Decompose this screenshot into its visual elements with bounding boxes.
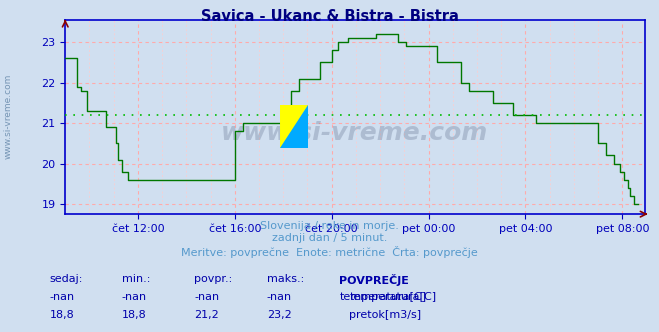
Text: -nan: -nan bbox=[122, 292, 147, 302]
Polygon shape bbox=[280, 105, 308, 148]
Text: Savica - Ukanc & Bistra - Bistra: Savica - Ukanc & Bistra - Bistra bbox=[200, 9, 459, 24]
Text: Meritve: povprečne  Enote: metrične  Črta: povprečje: Meritve: povprečne Enote: metrične Črta:… bbox=[181, 246, 478, 258]
Polygon shape bbox=[280, 105, 308, 148]
Text: 23,2: 23,2 bbox=[267, 310, 292, 320]
Text: sedaj:: sedaj: bbox=[49, 274, 83, 284]
Text: -nan: -nan bbox=[267, 292, 292, 302]
Text: POVPREČJE: POVPREČJE bbox=[339, 274, 409, 286]
Text: 18,8: 18,8 bbox=[49, 310, 74, 320]
Text: 21,2: 21,2 bbox=[194, 310, 219, 320]
Text: 18,8: 18,8 bbox=[122, 310, 147, 320]
Text: maks.:: maks.: bbox=[267, 274, 304, 284]
Text: www.si-vreme.com: www.si-vreme.com bbox=[3, 73, 13, 159]
Text: min.:: min.: bbox=[122, 274, 150, 284]
Text: pretok[m3/s]: pretok[m3/s] bbox=[349, 310, 421, 320]
Text: temperatura[C]: temperatura[C] bbox=[349, 292, 436, 302]
Text: -nan: -nan bbox=[194, 292, 219, 302]
Text: Slovenija / reke in morje.: Slovenija / reke in morje. bbox=[260, 221, 399, 231]
Text: povpr.:: povpr.: bbox=[194, 274, 233, 284]
Text: www.si-vreme.com: www.si-vreme.com bbox=[221, 121, 488, 144]
Text: zadnji dan / 5 minut.: zadnji dan / 5 minut. bbox=[272, 233, 387, 243]
Text: temperatura[C]: temperatura[C] bbox=[339, 292, 426, 302]
Text: -nan: -nan bbox=[49, 292, 74, 302]
